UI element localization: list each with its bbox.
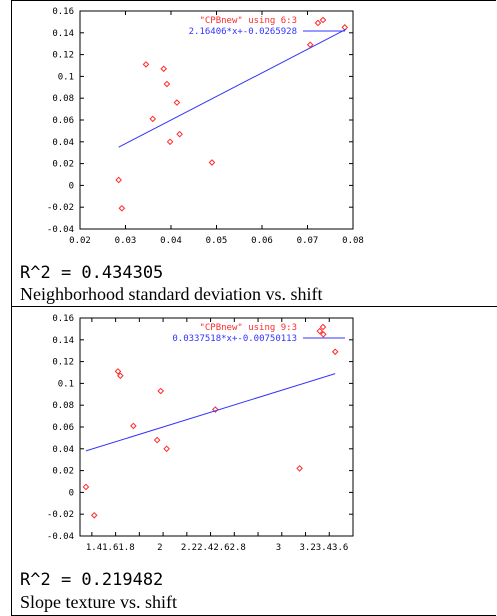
r-squared-label: R^2 = 0.434305 [20, 263, 164, 283]
x-tick-label: 0.02 [69, 236, 91, 246]
data-point [149, 115, 157, 123]
y-tick-label: 0.16 [52, 7, 74, 17]
data-point [208, 159, 216, 166]
x-tick-label: 0.07 [297, 236, 319, 246]
data-point [314, 19, 322, 27]
data-point [82, 483, 90, 491]
scatter-plot-std-dev: -0.04 -0.02 0 0.02 0.04 0.06 0.08 0.1 0.12 0.14 0.… [47, 7, 364, 246]
legend-label-fit: 2.16406*x+-0.0265928 [189, 27, 297, 37]
data-point [142, 61, 150, 68]
y-tick-label: 0.08 [52, 401, 74, 411]
y-tick-label: 0.04 [52, 138, 74, 148]
legend-marker [319, 16, 327, 24]
y-tick-label: 0.02 [52, 160, 74, 170]
data-point [118, 204, 126, 212]
y-tick-label: 0.1 [58, 72, 74, 82]
data-point [117, 372, 124, 380]
data-point [160, 65, 168, 73]
data-point [130, 422, 137, 430]
data-point [296, 465, 303, 472]
y-tick-label: 0.08 [52, 94, 74, 104]
y-tick-label: 0.1 [58, 379, 74, 389]
data-point [163, 80, 171, 88]
x-tick-label: 0.06 [251, 236, 273, 246]
data-point [166, 138, 174, 146]
data-point [153, 436, 161, 444]
x-tick-label: 1.41.61.8 [86, 543, 135, 553]
data-point [316, 327, 324, 335]
r-squared-label: R^2 = 0.219482 [20, 570, 164, 590]
data-point [163, 445, 170, 453]
legend-label-points: "CPBnew" using 9:3 [199, 323, 297, 333]
fit-line [118, 28, 347, 148]
y-tick-label: 0.02 [52, 467, 74, 477]
y-tick-label: 0.14 [52, 29, 74, 39]
x-tick-label: 2.22.42.62.8 [181, 543, 246, 553]
y-tick-label: -0.04 [47, 225, 74, 235]
y-tick-label: 0.16 [52, 314, 74, 324]
plot-frame [79, 317, 354, 537]
x-tick-label: 0.04 [160, 236, 182, 246]
x-tick-label: 0.03 [115, 236, 137, 246]
panel-slope-texture: -0.04 -0.02 0 0.02 0.04 0.06 0.08 0.1 0.12 0.14 0.… [12, 308, 497, 614]
y-tick-label: 0.06 [52, 423, 74, 433]
y-tick-label: 0.04 [52, 445, 74, 455]
data-point [176, 130, 183, 138]
y-tick-label: -0.02 [47, 510, 74, 520]
data-point [212, 406, 219, 413]
fit-line [85, 373, 336, 452]
legend-label-points: "CPBnew" using 6:3 [199, 16, 297, 26]
y-tick-label: 0 [69, 488, 74, 498]
data-point [320, 331, 327, 338]
x-tick-label: 3.23.43.6 [300, 543, 349, 553]
x-tick-label: 3 [276, 543, 281, 553]
scatter-plot-slope-texture: -0.04 -0.02 0 0.02 0.04 0.06 0.08 0.1 0.12 0.14 0.… [47, 314, 354, 553]
legend-marker [319, 323, 327, 331]
chart-caption: Slope texture vs. shift [20, 592, 177, 612]
table-row-divider [11, 306, 497, 307]
x-tick-label: 2 [157, 543, 162, 553]
data-point [157, 387, 165, 395]
x-tick-label: 0.08 [342, 236, 364, 246]
x-tick-label: 0.05 [206, 236, 228, 246]
chart-caption: Neighborhood standard deviation vs. shif… [20, 284, 323, 304]
y-tick-label: -0.02 [47, 203, 74, 213]
y-tick-label: 0.12 [52, 51, 74, 61]
data-point [115, 176, 122, 184]
y-tick-label: -0.04 [47, 532, 74, 542]
y-tick-label: 0 [69, 181, 74, 191]
data-point [114, 368, 122, 375]
panel-std-dev: -0.04 -0.02 0 0.02 0.04 0.06 0.08 0.1 0.12 0.14 0.… [12, 1, 497, 306]
data-point [341, 24, 349, 31]
data-point [173, 99, 181, 106]
y-tick-label: 0.12 [52, 358, 74, 368]
data-point [90, 511, 98, 519]
y-tick-label: 0.06 [52, 116, 74, 126]
data-point [331, 348, 339, 356]
legend-label-fit: 0.0337518*x+-0.00750113 [172, 334, 297, 344]
y-tick-label: 0.14 [52, 336, 74, 346]
